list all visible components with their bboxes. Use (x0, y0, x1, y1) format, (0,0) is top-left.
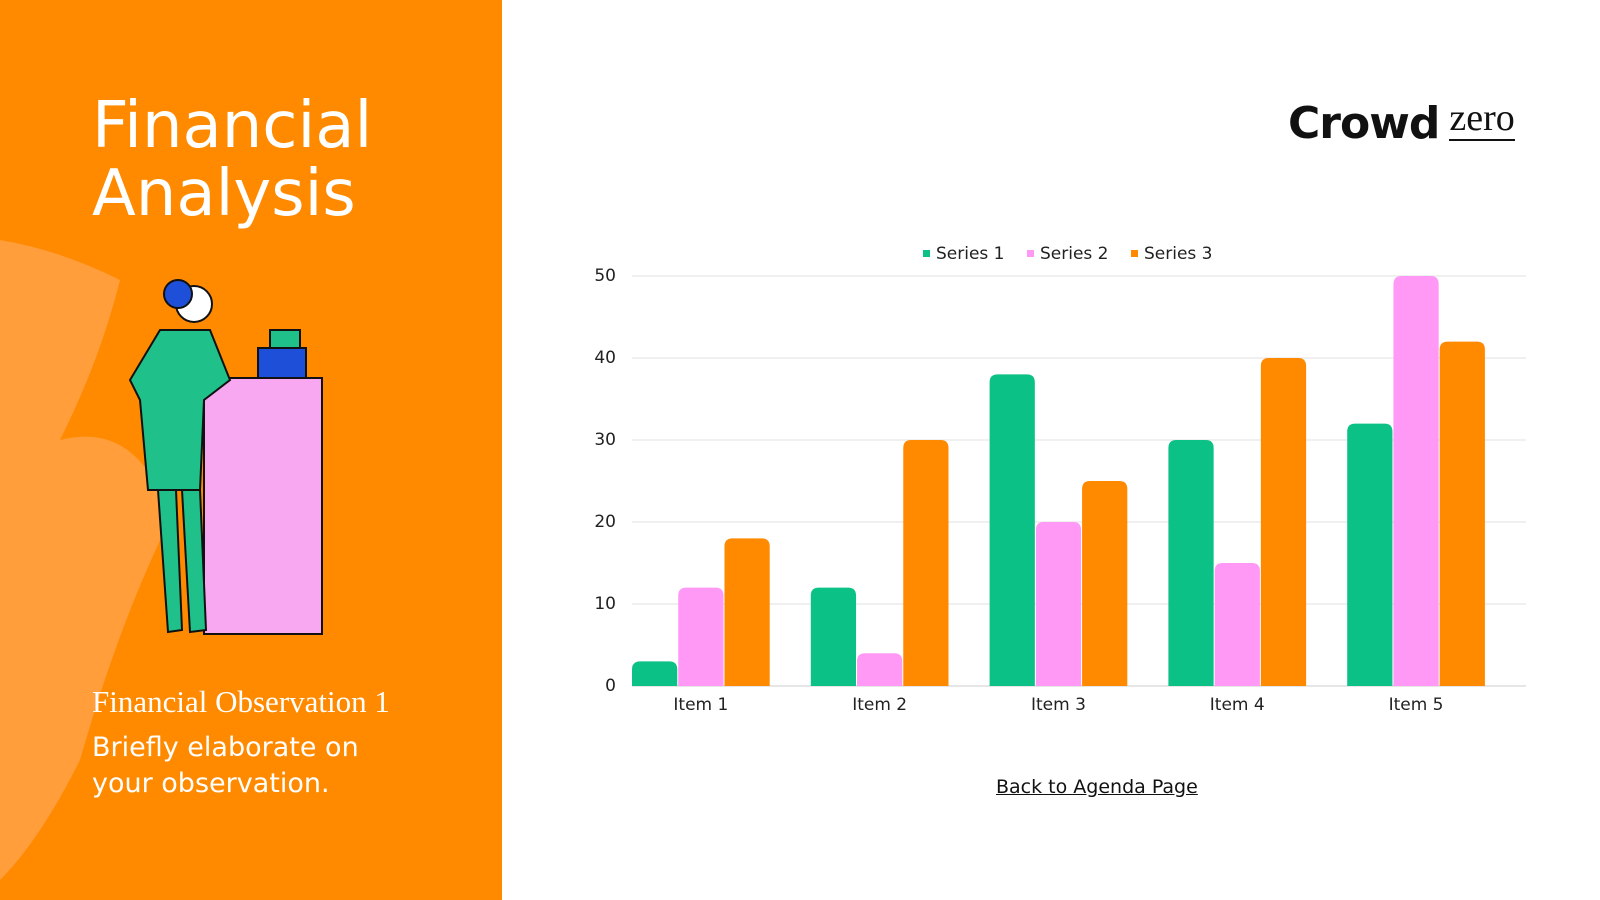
bar (1082, 481, 1128, 686)
legend-swatch (1131, 250, 1138, 257)
logo-primary: Crowd (1288, 98, 1440, 149)
bar (1035, 522, 1082, 686)
legend-label: Series 1 (936, 244, 1005, 264)
bar (724, 538, 770, 686)
bar (1439, 341, 1485, 686)
legend-swatch (923, 250, 930, 257)
x-tick-label: Item 1 (673, 695, 728, 715)
bar (632, 661, 678, 686)
legend-label: Series 3 (1144, 244, 1213, 264)
logo-secondary: zero (1449, 97, 1515, 141)
x-tick-label: Item 4 (1210, 695, 1265, 715)
observation-title: Financial Observation 1 (92, 684, 390, 719)
y-tick-label: 50 (594, 266, 616, 286)
bar (1168, 440, 1214, 686)
legend-swatch (1027, 250, 1034, 257)
side-panel: Financial Analysis Financial Observation… (0, 0, 502, 900)
brush-texture (0, 240, 170, 880)
legend-label: Series 2 (1040, 244, 1109, 264)
slide-title: Financial Analysis (92, 89, 373, 231)
illustration (0, 240, 323, 880)
x-tick-label: Item 2 (852, 695, 907, 715)
logo: Crowd zero (1288, 97, 1515, 149)
bar (989, 374, 1035, 686)
y-tick-label: 10 (594, 594, 616, 614)
bar (857, 653, 903, 686)
bar (903, 440, 949, 686)
bar (810, 587, 857, 686)
bar (1214, 563, 1260, 686)
bar (1347, 423, 1393, 686)
bar (678, 587, 724, 686)
observation-body: Briefly elaborate on your observation. (92, 732, 359, 799)
bar (1260, 358, 1307, 686)
y-tick-label: 20 (594, 512, 616, 532)
y-tick-label: 40 (594, 348, 616, 368)
podium (203, 377, 323, 635)
x-tick-label: Item 3 (1031, 695, 1086, 715)
register-screen (269, 329, 301, 349)
hair (163, 279, 193, 309)
register (257, 347, 307, 379)
y-tick-label: 0 (605, 676, 616, 696)
bar (1393, 276, 1439, 686)
x-tick-label: Item 5 (1389, 695, 1444, 715)
agenda-link[interactable]: Back to Agenda Page (996, 776, 1198, 798)
legs (156, 489, 208, 634)
y-tick-label: 30 (594, 430, 616, 450)
chart: 0 10 20 30 40 50 Series 1 Series 2 Series 3 Item … (594, 244, 1526, 715)
